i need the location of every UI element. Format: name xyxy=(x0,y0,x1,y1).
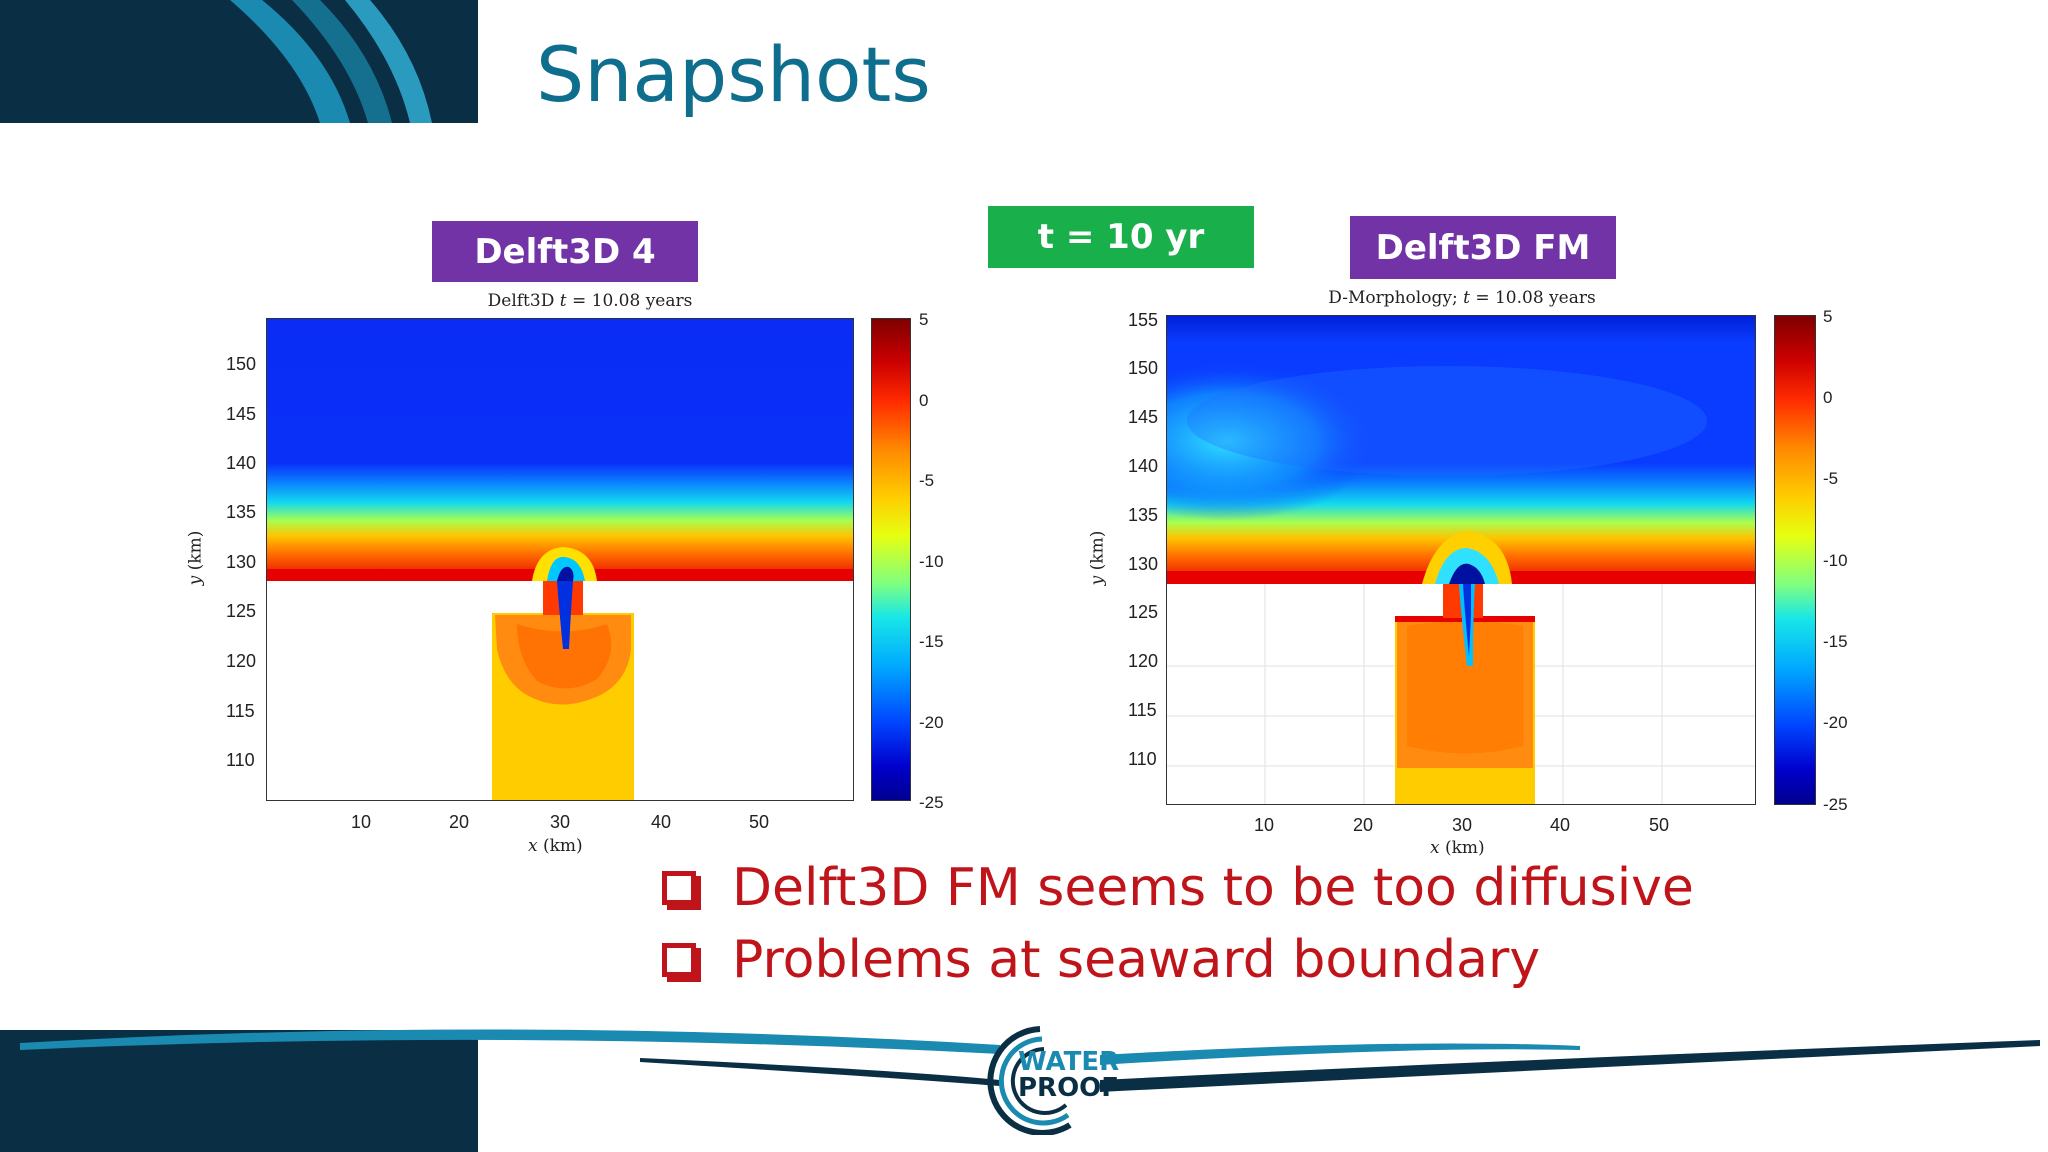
right-ytick: 145 xyxy=(1128,407,1158,428)
right-cbar-tick: 5 xyxy=(1823,307,1832,327)
tag-time: t = 10 yr xyxy=(988,206,1254,268)
right-ylabel: y (km) xyxy=(1087,531,1107,586)
right-cbar-tick: -15 xyxy=(1823,632,1848,652)
right-xtick: 50 xyxy=(1649,815,1669,836)
checkbox-icon xyxy=(662,943,696,977)
right-cbar-tick: -25 xyxy=(1823,795,1848,815)
left-xtick: 50 xyxy=(749,812,769,833)
right-ytick: 155 xyxy=(1128,310,1158,331)
right-ytick: 140 xyxy=(1128,456,1158,477)
tag-delft3d-fm: Delft3D FM xyxy=(1350,216,1616,279)
left-ytick: 110 xyxy=(226,750,255,771)
right-plot-area xyxy=(1166,315,1756,805)
left-ylabel: y (km) xyxy=(185,531,205,586)
header-decoration xyxy=(0,0,478,123)
checkbox-icon xyxy=(662,871,696,905)
left-cbar-tick: -10 xyxy=(919,552,944,572)
bullet-item: Problems at seaward boundary xyxy=(662,930,1540,990)
right-plot-title: D-Morphology; t = 10.08 years xyxy=(1277,288,1647,308)
left-ytick: 115 xyxy=(226,701,255,722)
tag-delft3d-4: Delft3D 4 xyxy=(432,221,698,282)
left-plot-title: Delft3D t = 10.08 years xyxy=(405,291,775,311)
right-ytick: 110 xyxy=(1128,749,1157,770)
right-ytick: 125 xyxy=(1128,602,1158,623)
left-cbar-tick: 5 xyxy=(919,310,928,330)
left-xtick: 20 xyxy=(449,812,469,833)
left-ytick: 120 xyxy=(226,651,256,672)
left-ytick: 145 xyxy=(226,404,256,425)
right-bathymetry-map xyxy=(1167,316,1756,805)
right-ytick: 150 xyxy=(1128,358,1158,379)
left-bathymetry-map xyxy=(267,319,854,801)
left-ytick: 130 xyxy=(226,552,256,573)
logo-line1: WATER xyxy=(1018,1049,1119,1075)
left-cbar-tick: -5 xyxy=(919,471,934,491)
logo-line2: PROOF xyxy=(1018,1075,1119,1101)
left-plot-area xyxy=(266,318,854,801)
right-xtick: 30 xyxy=(1452,815,1472,836)
left-cbar-tick: 0 xyxy=(919,391,928,411)
left-ytick: 140 xyxy=(226,453,256,474)
left-ytick: 125 xyxy=(226,601,256,622)
right-xtick: 10 xyxy=(1254,815,1274,836)
right-colorbar xyxy=(1774,315,1816,805)
right-xtick: 40 xyxy=(1550,815,1570,836)
left-cbar-tick: -20 xyxy=(919,713,944,733)
right-ytick: 130 xyxy=(1128,554,1158,575)
right-cbar-tick: -5 xyxy=(1823,469,1838,489)
right-ytick: 120 xyxy=(1128,651,1158,672)
slide-title: Snapshots xyxy=(536,30,931,119)
left-xlabel: x (km) xyxy=(528,836,583,856)
left-ytick: 150 xyxy=(226,354,256,375)
left-xtick: 40 xyxy=(651,812,671,833)
right-cbar-tick: -10 xyxy=(1823,551,1848,571)
bullet-item: Delft3D FM seems to be too diffusive xyxy=(662,858,1694,918)
left-cbar-tick: -15 xyxy=(919,632,944,652)
right-ytick: 135 xyxy=(1128,505,1158,526)
right-cbar-tick: 0 xyxy=(1823,388,1832,408)
right-cbar-tick: -20 xyxy=(1823,713,1848,733)
bullet-text: Problems at seaward boundary xyxy=(732,930,1540,990)
right-ytick: 115 xyxy=(1128,700,1157,721)
bullet-text: Delft3D FM seems to be too diffusive xyxy=(732,858,1694,918)
left-ytick: 135 xyxy=(226,502,256,523)
waterproof-logo: WATER PROOF xyxy=(970,1025,1118,1135)
left-colorbar xyxy=(871,318,911,801)
right-xlabel: x (km) xyxy=(1430,838,1485,858)
right-xtick: 20 xyxy=(1353,815,1373,836)
left-xtick: 10 xyxy=(351,812,371,833)
left-xtick: 30 xyxy=(550,812,570,833)
left-cbar-tick: -25 xyxy=(919,793,944,813)
